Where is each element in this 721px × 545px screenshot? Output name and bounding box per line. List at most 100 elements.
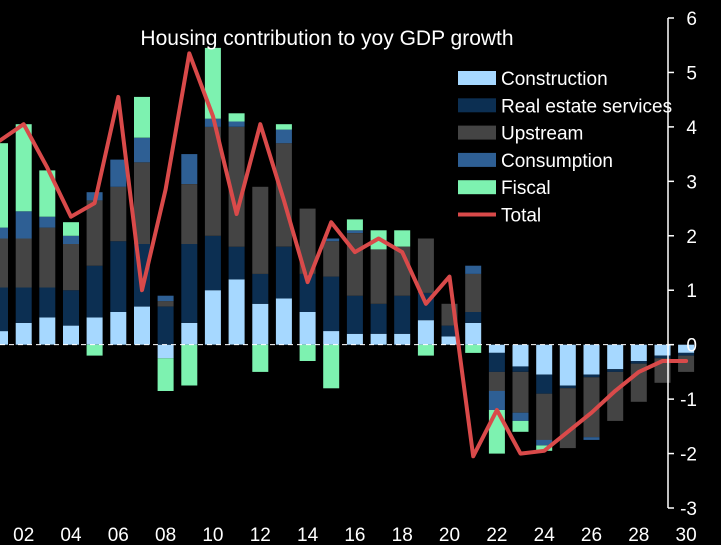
bar-fiscal-2012: [252, 344, 269, 372]
y-tick-label: 6: [686, 9, 697, 30]
legend: Construction Real estate services Upstream…: [458, 69, 672, 227]
bar-fiscal-2009: [181, 344, 198, 386]
bar-upstream-2030: [678, 355, 695, 372]
bar-consumption-2008: [157, 295, 174, 302]
legend-swatch-consumption: [458, 152, 496, 167]
bar-upstream-2009: [181, 184, 198, 244]
bar-upstream-2024: [536, 393, 553, 440]
bar-real-estate-services-2015: [323, 276, 340, 331]
y-tick-label: -3: [680, 499, 697, 520]
legend-swatch-real-estate-services: [458, 98, 496, 113]
bar-fiscal-2023: [512, 420, 529, 432]
bar-construction-2023: [512, 344, 529, 367]
y-tick-label: 1: [686, 281, 697, 302]
bar-construction-2019: [417, 320, 434, 345]
x-tick-label: 28: [628, 525, 649, 545]
y-tick-label: 4: [686, 118, 697, 139]
bar-fiscal-2005: [86, 344, 103, 356]
legend-label-consumption: Consumption: [501, 151, 613, 172]
bar-real-estate-services-2021: [465, 312, 482, 323]
bar-upstream-2022: [488, 371, 505, 391]
bar-fiscal-2008: [157, 358, 174, 391]
bar-construction-2026: [583, 344, 600, 375]
y-tick-label: 2: [686, 227, 697, 248]
bar-construction-2022: [488, 344, 505, 353]
x-tick-label: 08: [155, 525, 176, 545]
bar-real-estate-services-2005: [86, 265, 103, 318]
bar-upstream-2006: [110, 186, 127, 242]
bar-fiscal-2004: [63, 222, 79, 236]
legend-swatch-fiscal: [458, 180, 496, 195]
bar-consumption-2009: [181, 154, 198, 184]
legend-swatch-upstream: [458, 125, 496, 140]
bar-real-estate-services-2026: [583, 374, 600, 378]
bar-construction-2016: [346, 333, 363, 345]
x-tick-label: 10: [202, 525, 223, 545]
legend-label-total: Total: [501, 206, 541, 227]
bar-construction-2009: [181, 322, 198, 345]
bar-upstream-2007: [134, 162, 150, 244]
bar-upstream-2005: [86, 200, 103, 266]
bar-consumption-2011: [228, 121, 245, 127]
bar-upstream-2001: [0, 238, 8, 288]
bar-consumption-2024: [536, 439, 553, 446]
bar-upstream-2019: [417, 238, 434, 293]
bar-consumption-2003: [39, 216, 56, 228]
bar-consumption-2013: [275, 129, 292, 144]
bar-real-estate-services-2008: [157, 306, 174, 345]
bar-fiscal-2016: [346, 219, 363, 231]
total-line: [0, 51, 689, 459]
bar-real-estate-services-2006: [110, 241, 127, 312]
bar-construction-2024: [536, 344, 553, 375]
y-tick-label: -2: [680, 445, 697, 466]
x-tick-label: 18: [392, 525, 413, 545]
x-tick-label: 02: [13, 525, 34, 545]
bar-construction-2007: [134, 306, 150, 345]
bar-real-estate-services-2024: [536, 374, 553, 394]
bar-fiscal-2007: [134, 96, 150, 138]
bar-upstream-2021: [465, 273, 482, 312]
bar-construction-2001: [0, 331, 8, 345]
bar-consumption-2021: [465, 265, 482, 274]
bar-upstream-2003: [39, 227, 56, 288]
bar-real-estate-services-2018: [394, 295, 411, 334]
bar-construction-2004: [63, 325, 79, 345]
x-tick-label: 22: [486, 525, 507, 545]
bar-consumption-2006: [110, 159, 127, 187]
bar-consumption-2001: [0, 227, 8, 239]
bar-upstream-2017: [370, 249, 387, 304]
bar-fiscal-2003: [39, 170, 56, 217]
bar-consumption-2004: [63, 235, 79, 244]
bar-fiscal-2002: [15, 124, 32, 212]
bar-real-estate-services-2010: [204, 235, 221, 291]
x-tick-label: 24: [534, 525, 556, 545]
x-tick-label: 14: [297, 525, 319, 545]
bar-construction-2008: [157, 344, 174, 359]
y-tick-label: 3: [686, 172, 697, 193]
x-axis-ticks: 02 04 06 08 10 12 14 16 18 20 22 24 26 28 30: [13, 525, 697, 545]
bar-fiscal-2001: [0, 143, 8, 228]
bar-construction-2020: [441, 336, 458, 345]
y-tick-label: 5: [686, 63, 697, 84]
bar-consumption-2026: [583, 437, 600, 440]
bar-upstream-2004: [63, 243, 79, 291]
bar-construction-2014: [299, 312, 316, 345]
bar-real-estate-services-2022: [488, 352, 505, 372]
bar-construction-2027: [607, 344, 624, 370]
total-line-layer: [0, 51, 689, 459]
x-tick-label: 06: [108, 525, 129, 545]
bar-upstream-2014: [299, 208, 316, 274]
bar-fiscal-2018: [394, 230, 411, 247]
bar-construction-2029: [654, 344, 671, 356]
bar-consumption-2007: [134, 137, 150, 163]
bar-real-estate-services-2011: [228, 246, 245, 280]
bar-fiscal-2011: [228, 113, 245, 122]
bar-construction-2006: [110, 312, 127, 345]
y-tick-label: -1: [680, 390, 697, 411]
bar-upstream-2015: [323, 241, 340, 277]
bar-construction-2012: [252, 303, 269, 345]
bar-upstream-2026: [583, 377, 600, 438]
bar-consumption-2016: [346, 230, 363, 233]
bar-upstream-2023: [512, 371, 529, 413]
